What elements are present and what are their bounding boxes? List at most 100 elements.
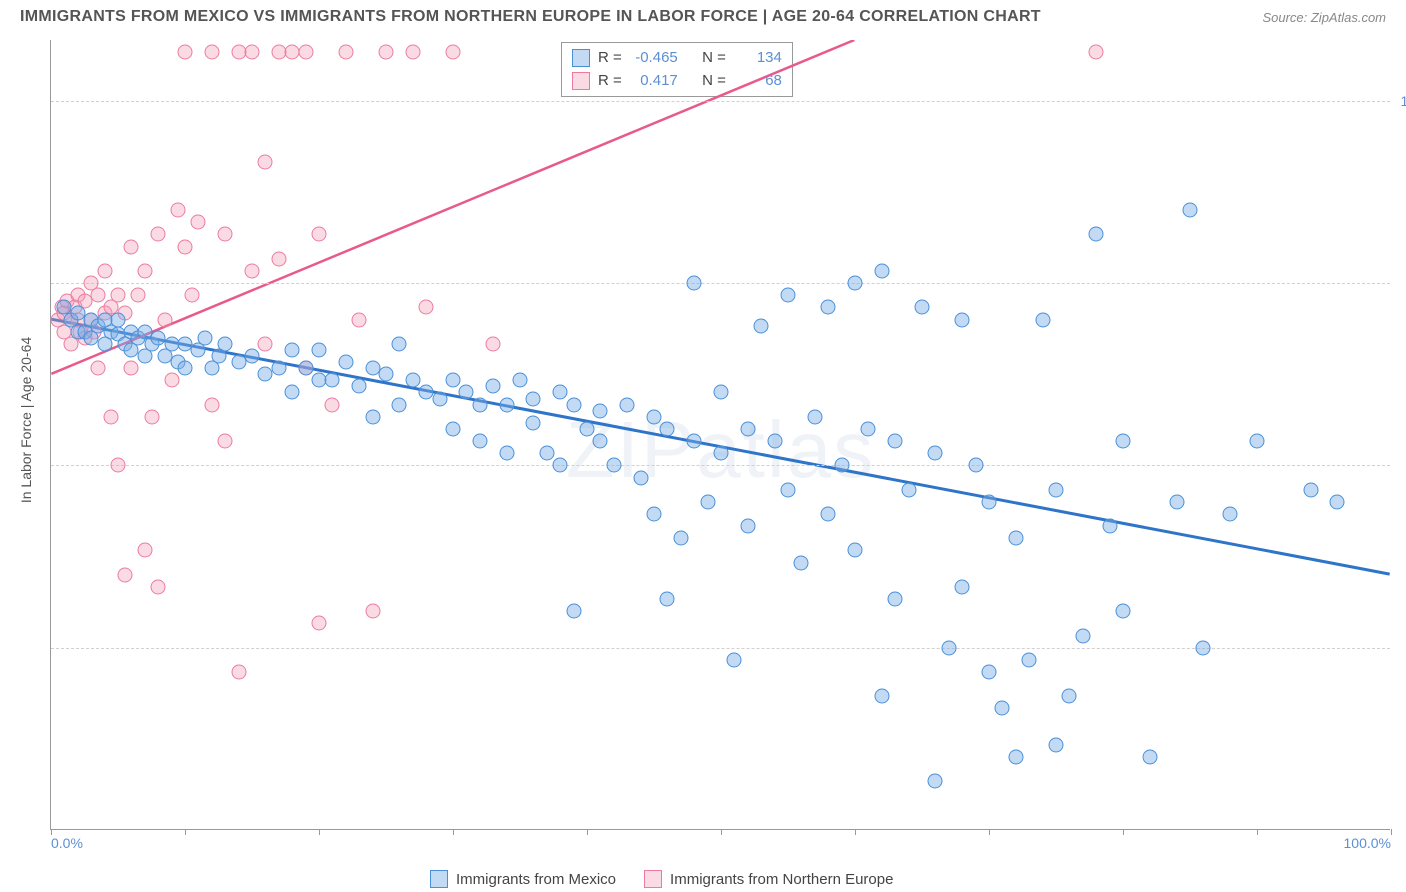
data-point [1116,604,1131,619]
data-point [446,373,461,388]
data-point [392,397,407,412]
data-point [687,434,702,449]
data-point [1049,737,1064,752]
data-point [1250,434,1265,449]
source-attribution: Source: ZipAtlas.com [1262,10,1386,25]
data-point [312,227,327,242]
data-point [727,652,742,667]
data-point [1303,482,1318,497]
data-point [104,409,119,424]
data-point [633,470,648,485]
y-axis-title: In Labor Force | Age 20-64 [18,337,34,503]
data-point [285,342,300,357]
data-point [405,373,420,388]
data-point [499,397,514,412]
data-point [111,288,126,303]
data-point [137,543,152,558]
x-tick [185,829,186,835]
data-point [338,355,353,370]
x-tick [453,829,454,835]
legend-row-neurope: R = 0.417 N = 68 [572,70,782,93]
data-point [285,385,300,400]
data-point [714,385,729,400]
x-tick [587,829,588,835]
data-point [526,391,541,406]
data-point [1196,640,1211,655]
x-tick [1391,829,1392,835]
data-point [915,300,930,315]
data-point [97,263,112,278]
data-point [834,458,849,473]
data-point [767,434,782,449]
data-point [258,336,273,351]
trend-lines [51,40,1390,829]
data-point [673,531,688,546]
data-point [312,616,327,631]
x-tick [1257,829,1258,835]
data-point [553,385,568,400]
data-point [392,336,407,351]
data-point [446,421,461,436]
data-point [178,239,193,254]
data-point [1075,628,1090,643]
data-point [888,434,903,449]
data-point [660,421,675,436]
data-point [352,379,367,394]
data-point [1169,494,1184,509]
r-label: R = [598,70,622,93]
r-value-mexico: -0.465 [630,47,678,70]
data-point [486,336,501,351]
data-point [995,701,1010,716]
swatch-neurope-icon [644,870,662,888]
data-point [566,604,581,619]
data-point [1102,519,1117,534]
data-point [117,567,132,582]
y-tick-label: 100.0% [1401,93,1406,109]
data-point [740,421,755,436]
data-point [124,239,139,254]
n-label: N = [702,47,726,70]
n-label: N = [702,70,726,93]
data-point [312,342,327,357]
data-point [553,458,568,473]
x-tick [721,829,722,835]
data-point [131,288,146,303]
data-point [848,543,863,558]
x-tick [989,829,990,835]
legend-label-neurope: Immigrants from Northern Europe [670,871,893,888]
data-point [580,421,595,436]
data-point [325,373,340,388]
data-point [137,263,152,278]
data-point [647,507,662,522]
data-point [245,263,260,278]
data-point [968,458,983,473]
data-point [245,45,260,60]
data-point [191,215,206,230]
chart-header: IMMIGRANTS FROM MEXICO VS IMMIGRANTS FRO… [0,0,1406,30]
data-point [151,579,166,594]
x-tick [1123,829,1124,835]
data-point [231,665,246,680]
data-point [1049,482,1064,497]
data-point [874,263,889,278]
data-point [298,45,313,60]
data-point [144,409,159,424]
data-point [446,45,461,60]
data-point [90,288,105,303]
data-point [151,227,166,242]
data-point [325,397,340,412]
data-point [365,604,380,619]
data-point [687,276,702,291]
data-point [606,458,621,473]
data-point [794,555,809,570]
gridline-h [51,465,1390,466]
data-point [486,379,501,394]
legend-label-mexico: Immigrants from Mexico [456,871,616,888]
data-point [1223,507,1238,522]
data-point [781,288,796,303]
data-point [365,409,380,424]
data-point [928,774,943,789]
data-point [472,434,487,449]
data-point [379,367,394,382]
data-point [171,203,186,218]
